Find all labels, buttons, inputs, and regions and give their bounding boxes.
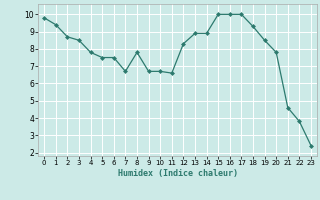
X-axis label: Humidex (Indice chaleur): Humidex (Indice chaleur) xyxy=(118,169,238,178)
